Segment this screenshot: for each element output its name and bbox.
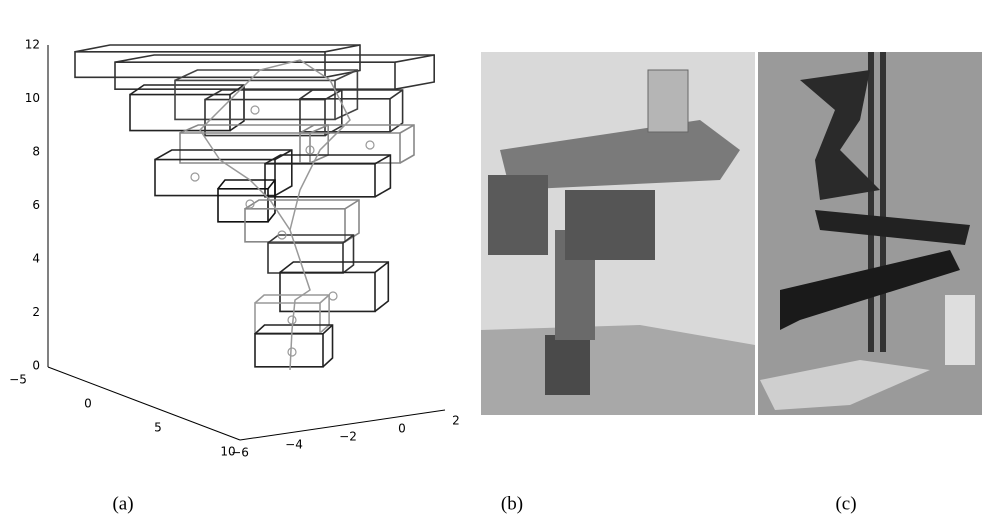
tick-label: 0 <box>84 397 92 411</box>
tick-label: 6 <box>32 198 40 212</box>
figure: 024681012−50510−6−4−202 (a) (b) (c) <box>0 0 982 520</box>
page: {"figure": {"panels": [ {"label": "(a)",… <box>0 0 982 520</box>
tick-label: 2 <box>452 414 460 428</box>
x-axis <box>48 367 240 440</box>
panel-label: (a) <box>112 493 133 514</box>
tick-label: 4 <box>32 252 40 266</box>
tick-label: −2 <box>339 430 357 444</box>
tick-label: 0 <box>32 359 40 373</box>
tick-label: −4 <box>285 438 303 452</box>
tick-label: 12 <box>25 38 40 52</box>
brick-boxes <box>75 45 434 370</box>
tick-label: 10 <box>25 91 40 105</box>
panel-label: (b) <box>501 493 523 514</box>
photo-c <box>758 52 982 415</box>
tick-label: −5 <box>9 373 27 387</box>
tick-label: −6 <box>231 446 249 460</box>
tick-label: 0 <box>398 422 406 436</box>
photo-b <box>481 52 755 415</box>
tick-label: 2 <box>32 305 40 319</box>
tick-label: 8 <box>32 145 40 159</box>
tick-label: 5 <box>154 421 162 435</box>
panel-label: (c) <box>835 493 856 514</box>
